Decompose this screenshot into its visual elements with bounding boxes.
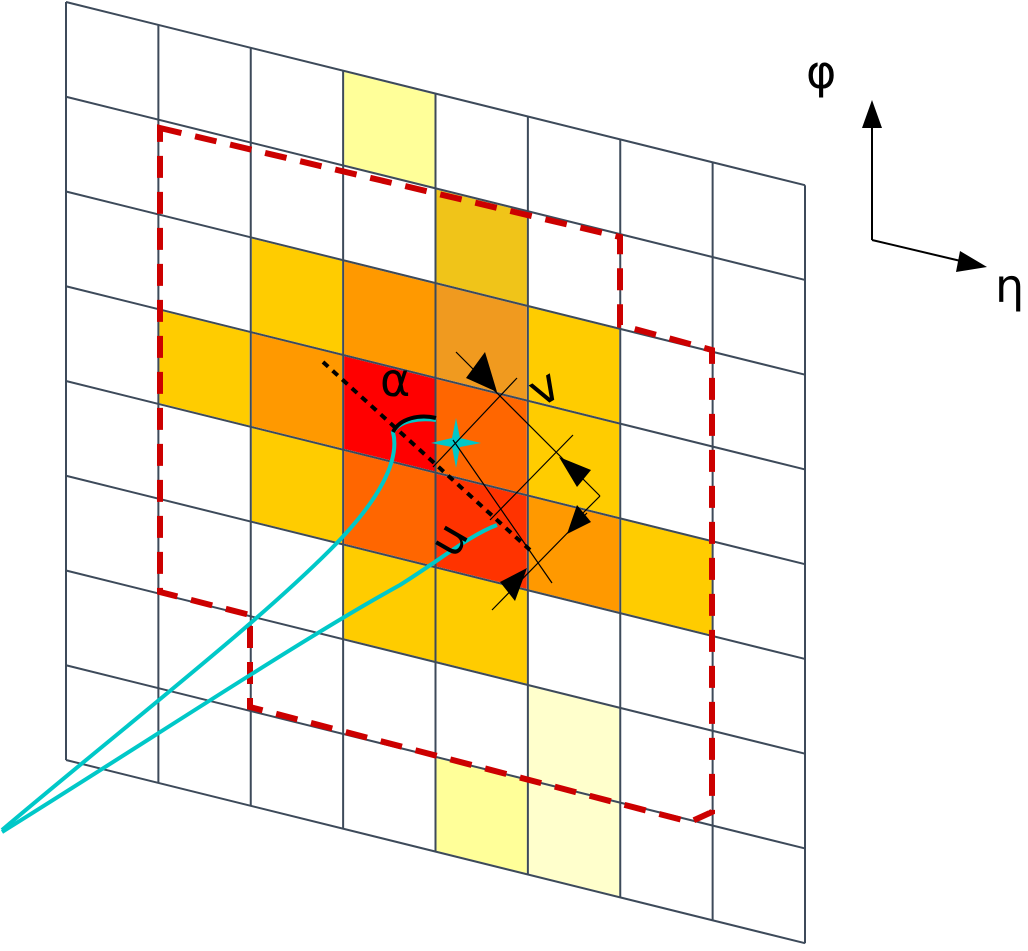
grid-row-line <box>65 1 806 187</box>
arrow-v-top-icon <box>466 352 497 392</box>
grid-row-line <box>65 95 806 281</box>
grid-row-line <box>65 285 806 471</box>
alpha-label: α <box>380 353 410 407</box>
phi-arrow-icon <box>862 100 882 128</box>
grid-row-line <box>65 474 806 660</box>
eta-arrow-icon <box>956 251 987 272</box>
cluster-window-outline <box>157 124 715 826</box>
grid-row-line <box>65 380 806 566</box>
axes-indicator: φ η <box>806 45 1024 313</box>
cell-4-7 <box>434 755 529 876</box>
eta-label: η <box>995 259 1024 313</box>
grid-row-line <box>65 569 806 755</box>
grid-lines <box>65 1 806 945</box>
arrow-v-bottom-icon <box>559 457 591 487</box>
track-curve-2 <box>0 523 498 834</box>
phi-label: φ <box>806 45 836 99</box>
cell-3-0 <box>342 69 437 190</box>
arrow-u-bottom-icon <box>500 568 527 601</box>
angle-arc <box>391 414 437 434</box>
arrow-u-top-icon <box>567 505 591 534</box>
cell-6-4 <box>619 517 714 638</box>
cell-1-3 <box>157 307 252 429</box>
grid-row-line <box>65 759 806 945</box>
dimension-arrows <box>466 352 591 601</box>
